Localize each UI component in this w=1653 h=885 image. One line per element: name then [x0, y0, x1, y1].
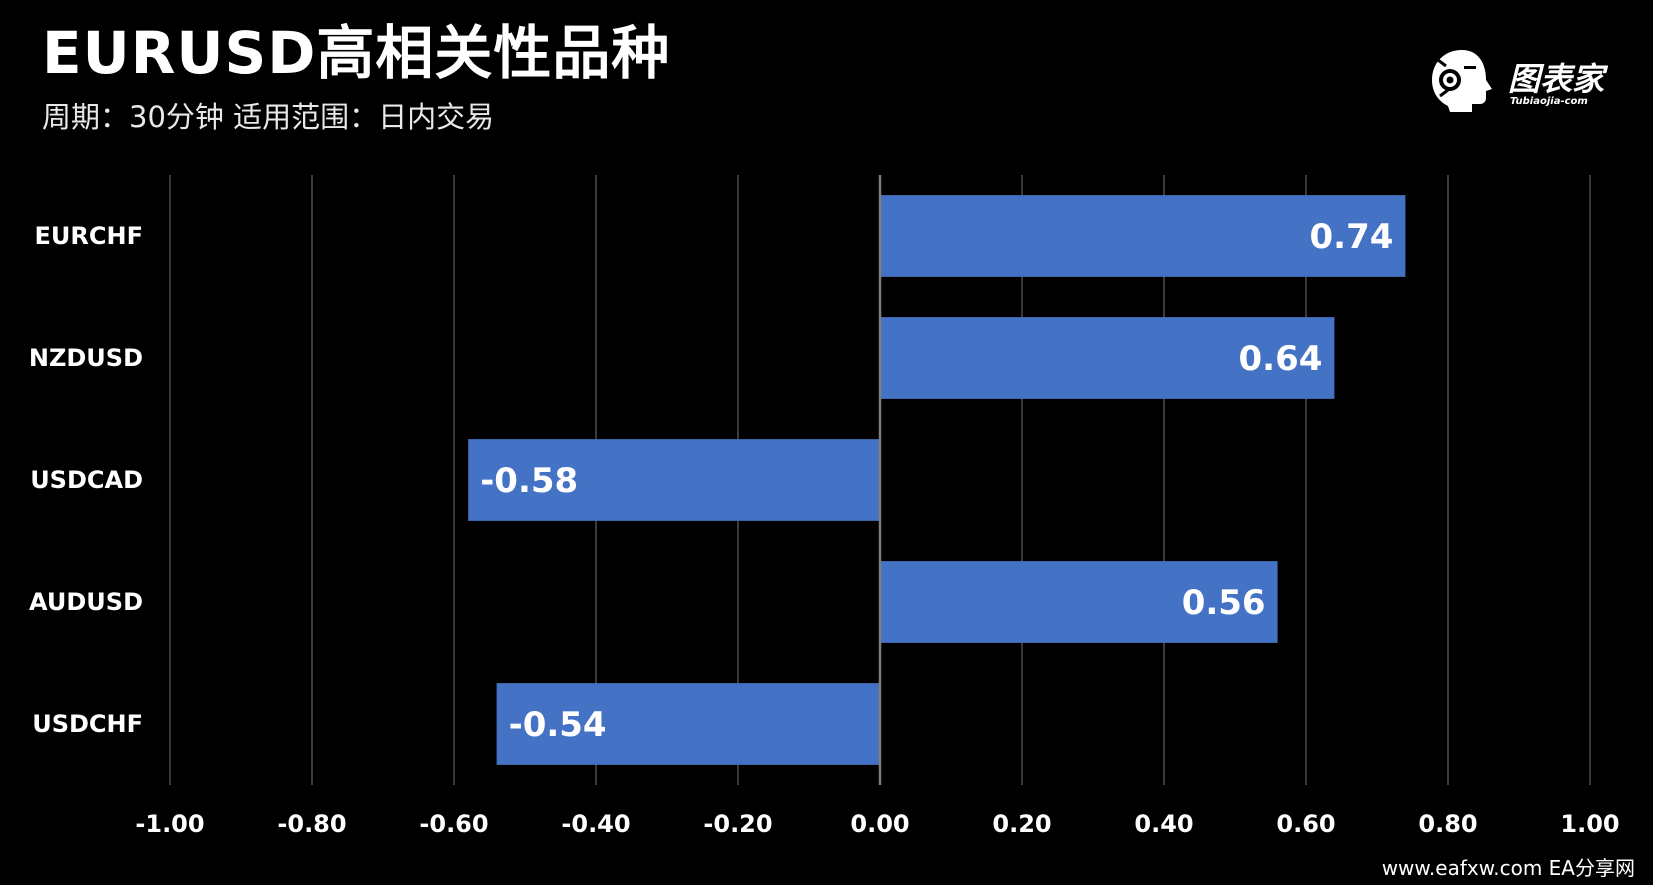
x-tick-label: 1.00 [1560, 810, 1619, 838]
data-label: 0.74 [1310, 217, 1394, 257]
robot-head-icon [1432, 50, 1492, 112]
data-labels: 0.74 0.64 -0.58 0.56 -0.54 [480, 217, 1393, 745]
data-label: -0.58 [480, 461, 578, 501]
x-tick-label: -0.60 [419, 810, 488, 838]
data-label: -0.54 [509, 705, 607, 745]
logo-text: 图表家 [1508, 60, 1605, 98]
bar-audusd [880, 561, 1278, 643]
x-tick-label: 0.20 [992, 810, 1051, 838]
x-tick-label: 0.60 [1276, 810, 1335, 838]
x-tick-label: -0.20 [703, 810, 772, 838]
chart-subtitle: 周期：30分钟 适用范围：日内交易 [42, 100, 495, 134]
watermark-text: www.eafxw.com EA分享网 [1381, 856, 1635, 880]
chart-title: EURUSD高相关性品种 [42, 19, 671, 87]
data-label: 0.56 [1182, 583, 1266, 623]
bar-usdchf [496, 683, 880, 765]
category-label: NZDUSD [29, 344, 143, 372]
bars [468, 195, 1406, 765]
x-tick-label: -0.40 [561, 810, 630, 838]
category-label: USDCHF [32, 710, 143, 738]
x-tick-label: 0.80 [1418, 810, 1477, 838]
category-label: USDCAD [30, 466, 143, 494]
category-label: EURCHF [35, 222, 143, 250]
category-labels: EURCHF NZDUSD USDCAD AUDUSD USDCHF [29, 222, 143, 738]
x-tick-label: 0.00 [850, 810, 909, 838]
bar-nzdusd [880, 317, 1335, 399]
bar-usdcad [468, 439, 880, 521]
data-label: 0.64 [1239, 339, 1323, 379]
x-tick-labels: -1.00 -0.80 -0.60 -0.40 -0.20 0.00 0.20 0.40 0.6… [135, 810, 1619, 838]
x-tick-label: 0.40 [1134, 810, 1193, 838]
logo-subtext: Tubiaojia-com [1510, 96, 1588, 107]
x-tick-label: -1.00 [135, 810, 204, 838]
x-tick-label: -0.80 [277, 810, 346, 838]
bar-eurchf [880, 195, 1406, 277]
category-label: AUDUSD [29, 588, 143, 616]
brand-logo: 图表家 Tubiaojia-com [1428, 46, 1628, 116]
